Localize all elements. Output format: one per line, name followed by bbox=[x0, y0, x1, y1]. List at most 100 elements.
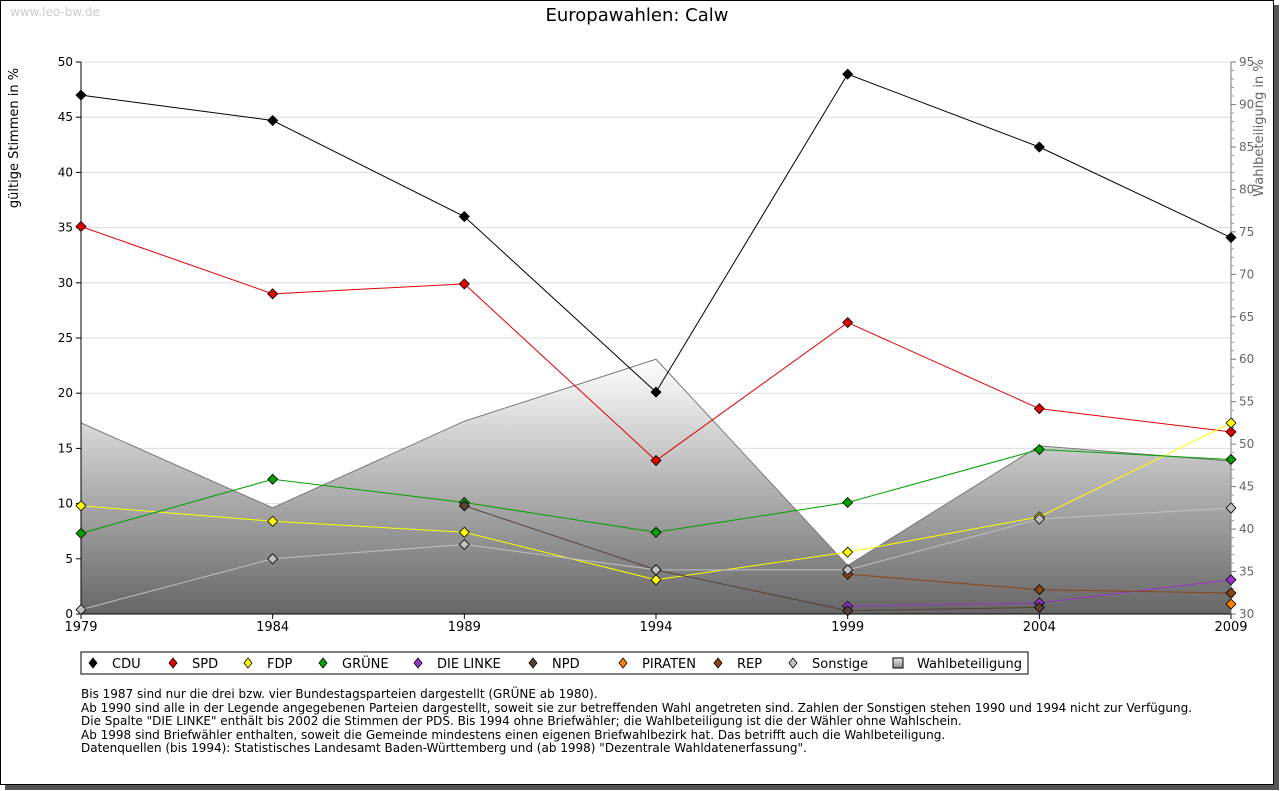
data-point bbox=[842, 68, 854, 80]
data-point bbox=[458, 526, 470, 538]
data-point bbox=[267, 288, 279, 300]
y2-tick-label: 60 bbox=[1239, 352, 1254, 366]
y-tick-label: 25 bbox=[58, 331, 73, 345]
data-point bbox=[458, 500, 470, 512]
y-axis-label: gültige Stimmen in % bbox=[7, 68, 22, 208]
y-tick-label: 20 bbox=[58, 386, 73, 400]
data-point bbox=[842, 316, 854, 329]
y2-tick-label: 45 bbox=[1239, 480, 1254, 494]
x-tick-label: 1984 bbox=[256, 620, 289, 635]
y2-tick-label: 80 bbox=[1239, 182, 1254, 196]
y-tick-label: 40 bbox=[58, 165, 73, 179]
data-point bbox=[842, 564, 854, 576]
y-tick-label: 50 bbox=[58, 55, 73, 69]
legend-swatch bbox=[892, 657, 904, 669]
data-point bbox=[650, 454, 662, 467]
x-tick-label: 1999 bbox=[831, 620, 864, 635]
y-tick-label: 10 bbox=[58, 497, 73, 511]
y2-tick-label: 50 bbox=[1239, 437, 1254, 451]
legend-label: DIE LINKE bbox=[437, 657, 501, 672]
legend-marker bbox=[168, 657, 178, 669]
legend-marker bbox=[713, 657, 723, 669]
y-tick-label: 45 bbox=[58, 110, 73, 124]
data-point bbox=[650, 386, 662, 398]
data-point bbox=[1225, 587, 1237, 599]
legend-label: FDP bbox=[267, 657, 292, 672]
data-point bbox=[650, 526, 662, 538]
y-tick-label: 30 bbox=[58, 276, 73, 290]
legend-label: GRÜNE bbox=[342, 655, 389, 672]
data-point bbox=[650, 564, 662, 576]
series-line-cdu bbox=[80, 73, 1232, 393]
chart-title: Europawahlen: Calw bbox=[545, 5, 729, 26]
legend-marker bbox=[318, 657, 328, 669]
data-point bbox=[1225, 598, 1237, 610]
legend-marker bbox=[243, 657, 253, 669]
note-line: Ab 1998 sind Briefwähler enthalten, sowe… bbox=[81, 727, 946, 742]
note-line: Datenquellen (bis 1994): Statistisches L… bbox=[81, 741, 807, 755]
data-point bbox=[1033, 141, 1045, 153]
data-point bbox=[1033, 513, 1045, 525]
y2-tick-label: 65 bbox=[1239, 310, 1254, 324]
data-point bbox=[1225, 574, 1237, 586]
data-point bbox=[75, 220, 87, 233]
y2-tick-label: 35 bbox=[1239, 565, 1254, 579]
data-point bbox=[267, 515, 279, 527]
note-line: Die Spalte "DIE LINKE" enthält bis 2002 … bbox=[81, 714, 962, 728]
legend-label: PIRATEN bbox=[642, 657, 696, 672]
x-tick-label: 2004 bbox=[1023, 620, 1056, 635]
data-point bbox=[267, 114, 279, 127]
data-point bbox=[1225, 231, 1237, 244]
legend bbox=[80, 651, 1029, 675]
y-tick-label: 35 bbox=[58, 221, 73, 235]
data-point bbox=[458, 278, 470, 290]
data-point bbox=[1033, 403, 1045, 415]
legend-label: REP bbox=[737, 657, 762, 672]
data-point bbox=[842, 496, 854, 509]
x-tick-label: 1989 bbox=[448, 620, 481, 635]
data-point bbox=[1033, 443, 1045, 456]
data-point bbox=[75, 89, 87, 101]
legend-label: SPD bbox=[192, 657, 218, 672]
data-point bbox=[75, 527, 87, 539]
data-point bbox=[75, 500, 87, 512]
note-line: Ab 1990 sind alle in der Legende angegeb… bbox=[81, 700, 1193, 715]
data-point bbox=[458, 538, 470, 551]
data-point bbox=[1225, 426, 1237, 438]
legend-label: Wahlbeteiligung bbox=[917, 657, 1022, 672]
data-point bbox=[75, 604, 87, 616]
x-tick-label: 1979 bbox=[64, 620, 97, 635]
legend-marker bbox=[788, 657, 798, 669]
watermark: www.leo-bw.de bbox=[10, 5, 100, 19]
y2-tick-label: 70 bbox=[1239, 267, 1254, 281]
y2-axis-label: Wahlbeteiligung in % bbox=[1252, 59, 1267, 196]
y2-tick-label: 30 bbox=[1239, 607, 1254, 621]
data-point bbox=[650, 574, 662, 586]
data-point bbox=[842, 546, 854, 558]
data-point bbox=[842, 605, 854, 617]
note-line: Bis 1987 sind nur die drei bzw. vier Bun… bbox=[81, 687, 598, 701]
y2-tick-label: 95 bbox=[1239, 55, 1254, 69]
legend-label: NPD bbox=[552, 657, 580, 672]
data-point bbox=[1225, 502, 1237, 514]
data-point bbox=[267, 473, 279, 485]
data-point bbox=[1225, 453, 1237, 466]
legend-marker bbox=[413, 657, 423, 669]
y2-tick-label: 90 bbox=[1239, 97, 1254, 111]
legend-label: CDU bbox=[112, 657, 141, 672]
y-tick-label: 0 bbox=[65, 607, 73, 621]
y2-tick-label: 85 bbox=[1239, 140, 1254, 154]
y2-tick-label: 55 bbox=[1239, 395, 1254, 409]
y-tick-label: 15 bbox=[58, 441, 73, 455]
y-tick-label: 5 bbox=[65, 552, 73, 566]
notes: Bis 1987 sind nur die drei bzw. vier Bun… bbox=[81, 687, 1193, 756]
legend-marker bbox=[618, 657, 628, 669]
legend-marker bbox=[88, 657, 98, 669]
x-tick-label: 1994 bbox=[639, 620, 672, 635]
data-point bbox=[267, 553, 279, 565]
data-point bbox=[1033, 584, 1045, 596]
data-point bbox=[1225, 417, 1237, 429]
legend-marker bbox=[528, 657, 538, 669]
x-tick-label: 2009 bbox=[1214, 620, 1247, 635]
